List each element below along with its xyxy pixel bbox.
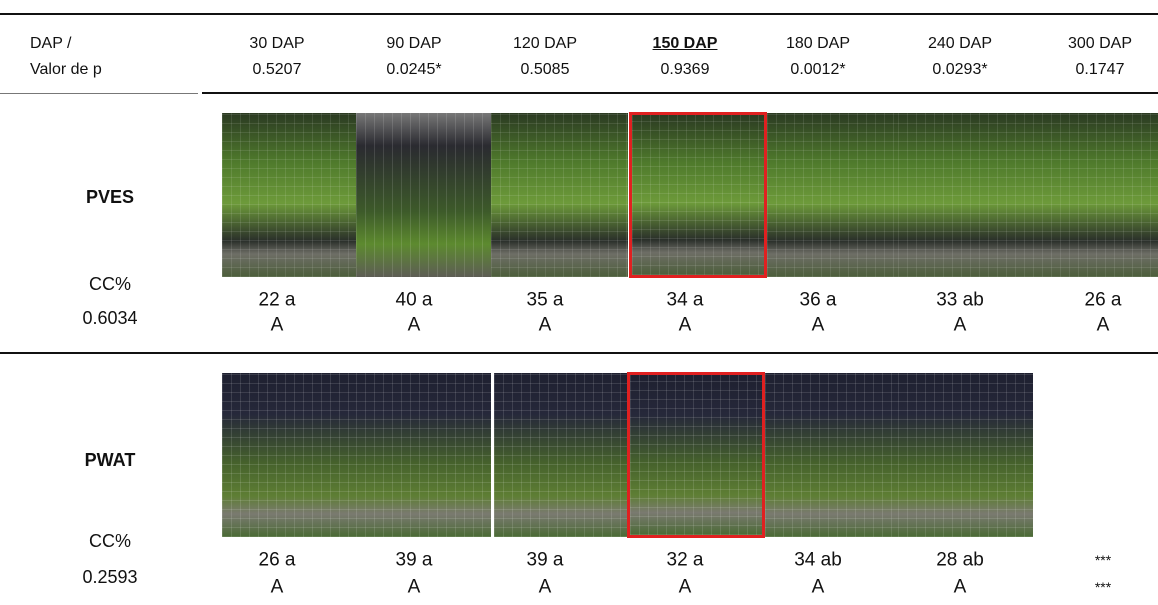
- header-label: DAP /: [30, 35, 72, 52]
- cell-mean: 34 a: [666, 289, 704, 311]
- photo: [222, 373, 356, 537]
- header-rule-left: [0, 93, 198, 94]
- column-label: 120 DAP: [512, 35, 578, 52]
- photo: [356, 373, 491, 537]
- column-label: 30 DAP: [249, 35, 305, 52]
- cell-mean: ***: [1094, 552, 1112, 568]
- cell-mean: 22 a: [258, 289, 296, 311]
- metric-label: CC%: [88, 531, 132, 551]
- cell-group: A: [678, 314, 692, 336]
- cell-group: A: [953, 314, 967, 336]
- column-label: 90 DAP: [386, 35, 442, 52]
- photo-highlighted: [629, 112, 767, 278]
- photo: [765, 373, 898, 537]
- p-value: 0.5207: [252, 61, 302, 78]
- cell-mean: 39 a: [395, 549, 433, 571]
- p-value: 0.0245*: [386, 61, 442, 78]
- p-value: 0.9369: [660, 61, 710, 78]
- photo: [767, 113, 898, 277]
- photo: [491, 113, 628, 277]
- metric-p: 0.6034: [82, 308, 138, 328]
- photo: [898, 113, 1033, 277]
- cell-group: A: [538, 314, 552, 336]
- cell-group: A: [811, 576, 825, 598]
- photo-highlighted: [627, 372, 765, 538]
- cell-mean: 34 ab: [794, 549, 842, 571]
- cell-group: A: [407, 576, 421, 598]
- cell-mean: 26 a: [1084, 289, 1122, 311]
- photo: [898, 373, 1033, 537]
- column-label: 150 DAP: [652, 35, 718, 52]
- cell-mean: 36 a: [799, 289, 837, 311]
- photo: [494, 373, 628, 537]
- cell-group: ***: [1094, 579, 1112, 595]
- photo: [222, 113, 356, 277]
- photo: [356, 113, 491, 277]
- p-value: 0.1747: [1075, 61, 1125, 78]
- row-rule: [0, 352, 1158, 354]
- cell-mean: 39 a: [526, 549, 564, 571]
- photo: [1033, 113, 1158, 277]
- cell-group: A: [407, 314, 421, 336]
- cell-mean: 26 a: [258, 549, 296, 571]
- cell-mean: 35 a: [526, 289, 564, 311]
- cell-group: A: [678, 576, 692, 598]
- header-rule: [202, 92, 1158, 94]
- metric-p: 0.2593: [82, 567, 138, 587]
- cell-group: A: [1096, 314, 1110, 336]
- column-label: 240 DAP: [927, 35, 993, 52]
- column-label: 180 DAP: [785, 35, 851, 52]
- metric-label: CC%: [88, 274, 132, 294]
- cell-mean: 40 a: [395, 289, 433, 311]
- cell-group: A: [538, 576, 552, 598]
- cell-group: A: [270, 576, 284, 598]
- top-rule: [0, 13, 1158, 15]
- p-value: 0.5085: [520, 61, 570, 78]
- cell-group: A: [811, 314, 825, 336]
- cell-mean: 33 ab: [936, 289, 984, 311]
- row-name: PWAT: [84, 450, 136, 470]
- cell-group: A: [270, 314, 284, 336]
- column-label: 300 DAP: [1067, 35, 1133, 52]
- row-name: PVES: [85, 187, 135, 207]
- p-value: 0.0293*: [932, 61, 988, 78]
- header-label: Valor de p: [30, 61, 102, 78]
- cell-group: A: [953, 576, 967, 598]
- cell-mean: 32 a: [666, 549, 704, 571]
- cell-mean: 28 ab: [936, 549, 984, 571]
- p-value: 0.0012*: [790, 61, 846, 78]
